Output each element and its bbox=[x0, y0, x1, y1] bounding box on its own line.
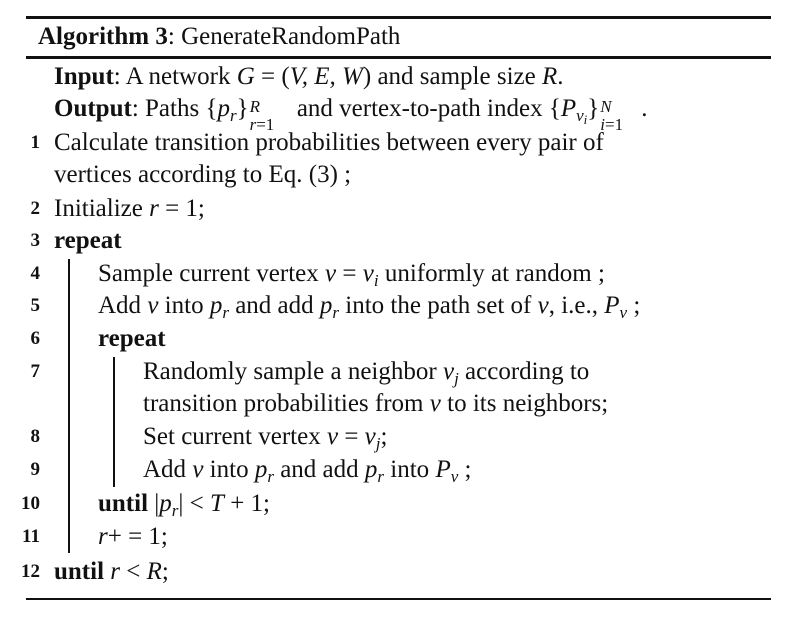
line-1b: vertices according to Eq. (3) ; bbox=[54, 161, 352, 188]
line-8: Set current vertex v = vj; bbox=[143, 423, 388, 453]
line-2: Initialize r = 1; bbox=[54, 195, 205, 222]
line-number-10: 10 bbox=[21, 493, 40, 514]
line-number-1: 1 bbox=[30, 132, 41, 153]
line-5: Add v into pr and add pr into the path s… bbox=[98, 292, 641, 322]
line-10: until |pr| < T + 1; bbox=[98, 490, 270, 520]
line-number-4: 4 bbox=[30, 263, 41, 284]
algorithm-label: Algorithm 3 bbox=[38, 23, 168, 50]
input-text-2: and sample size bbox=[371, 63, 542, 90]
line-7a: Randomly sample a neighbor vj according … bbox=[143, 358, 590, 388]
line-6-repeat: repeat bbox=[98, 325, 166, 352]
input-line: Input: A network G = (V, E, W) and sampl… bbox=[54, 63, 564, 90]
line-4: Sample current vertex v = vi uniformly a… bbox=[98, 260, 605, 290]
line-number-6: 6 bbox=[30, 328, 41, 349]
input-keyword: Input bbox=[54, 63, 114, 90]
line-number-7: 7 bbox=[30, 361, 41, 382]
bottom-rule bbox=[26, 598, 771, 600]
header-rule bbox=[26, 56, 771, 59]
output-text-1: Paths bbox=[145, 95, 206, 122]
line-number-12: 12 bbox=[21, 561, 40, 582]
line-12: until r < R; bbox=[54, 558, 169, 585]
output-text-2: and vertex-to-path index bbox=[290, 95, 549, 122]
algorithm-title: Algorithm 3: GenerateRandomPath bbox=[38, 23, 401, 50]
line-11: r+ = 1; bbox=[98, 523, 168, 550]
outer-loop-bar bbox=[68, 259, 70, 553]
output-keyword: Output bbox=[54, 95, 132, 122]
algorithm-name: GenerateRandomPath bbox=[181, 23, 401, 50]
line-number-8: 8 bbox=[30, 426, 41, 447]
line-number-9: 9 bbox=[30, 459, 41, 480]
line-9: Add v into pr and add pr into Pv ; bbox=[143, 456, 472, 486]
line-number-5: 5 bbox=[30, 295, 41, 316]
line-number-3: 3 bbox=[30, 230, 41, 251]
top-rule bbox=[26, 16, 771, 19]
line-number-2: 2 bbox=[30, 198, 41, 219]
line-1a: Calculate transition probabilities betwe… bbox=[54, 129, 604, 156]
input-text-1: A network bbox=[125, 63, 237, 90]
line-number-11: 11 bbox=[22, 526, 40, 547]
line-3-repeat: repeat bbox=[54, 227, 122, 254]
inner-loop-bar bbox=[113, 357, 115, 487]
line-7b: transition probabilities from v to its n… bbox=[143, 390, 609, 417]
